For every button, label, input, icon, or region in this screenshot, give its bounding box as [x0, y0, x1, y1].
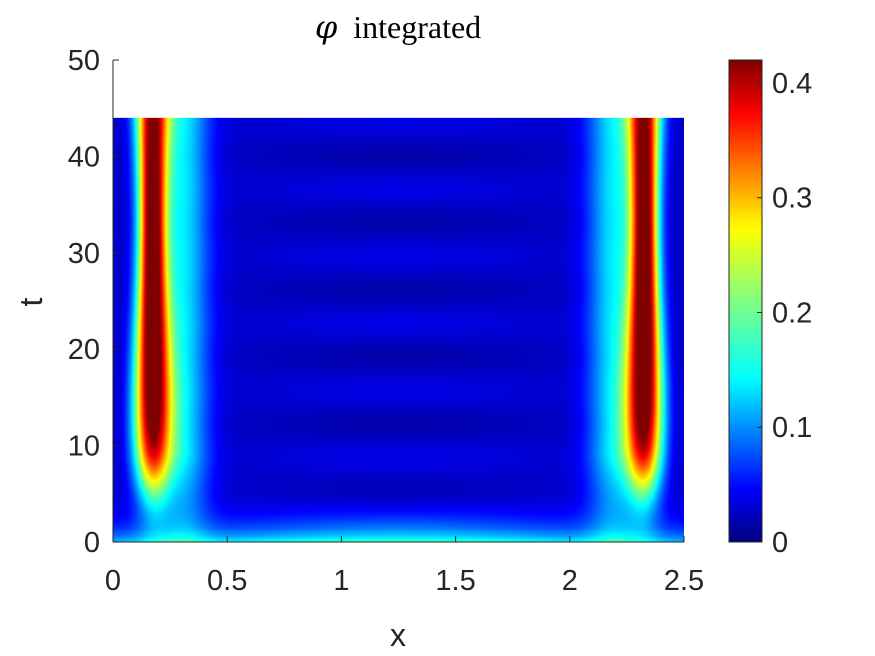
- title-symbol: φ: [315, 8, 338, 46]
- heatmap-image: [113, 117, 684, 542]
- x-tick-label: 0: [105, 565, 121, 597]
- colorbar-tick-label: 0: [772, 527, 788, 559]
- x-tick-label: 1.5: [435, 565, 475, 597]
- y-tick-label: 30: [68, 238, 100, 270]
- axes: [112, 60, 684, 543]
- y-tick-label: 20: [68, 334, 100, 366]
- y-tick-label: 50: [68, 45, 100, 77]
- colorbar-tick-label: 0.2: [772, 297, 812, 329]
- colorbar: [728, 59, 763, 543]
- y-ticks: 0 10 20 30 40 50: [68, 45, 119, 559]
- chart-title: φ integrated: [315, 8, 481, 46]
- x-tick-label: 0.5: [207, 565, 247, 597]
- y-axis-label: t: [13, 297, 49, 306]
- x-tick-label: 1: [333, 565, 349, 597]
- y-tick-label: 40: [68, 141, 100, 173]
- y-tick-label: 0: [84, 527, 100, 559]
- y-tick-label: 10: [68, 431, 100, 463]
- title-text: integrated: [353, 9, 481, 45]
- colorbar-ticks: 0 0.1 0.2 0.3 0.4: [757, 68, 812, 559]
- x-tick-label: 2.5: [664, 565, 704, 597]
- colorbar-tick-label: 0.4: [772, 68, 812, 100]
- colorbar-tick-label: 0.1: [772, 412, 812, 444]
- x-ticks: 0 0.5 1 1.5 2 2.5: [105, 536, 704, 597]
- colorbar-tick-label: 0.3: [772, 183, 812, 215]
- x-axis-label: x: [390, 617, 406, 653]
- x-tick-label: 2: [562, 565, 578, 597]
